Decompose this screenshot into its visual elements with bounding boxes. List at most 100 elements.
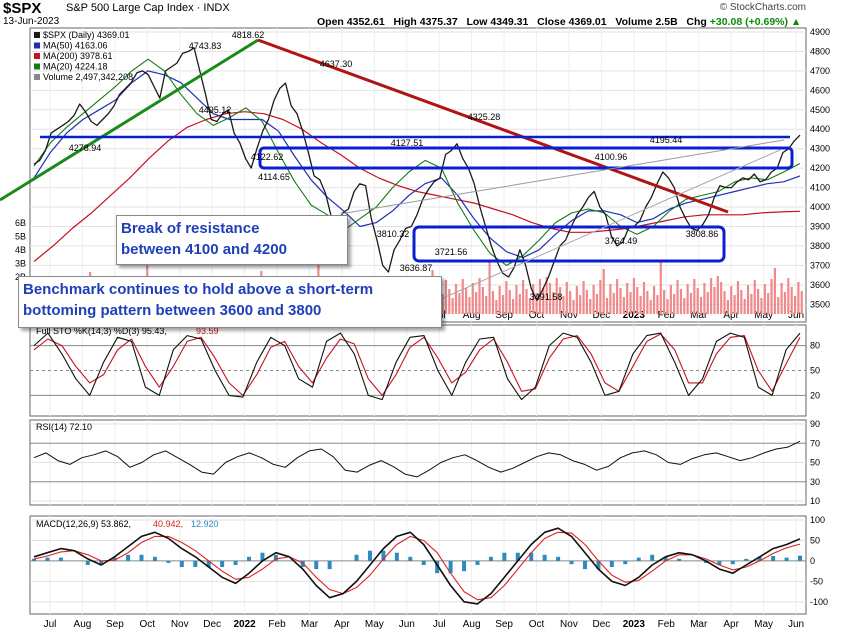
macd-histogram [32, 550, 802, 574]
volume-bar [656, 295, 659, 314]
macd-histogram-bar [408, 556, 413, 561]
volume-bar [673, 294, 676, 314]
low-value: 4349.31 [490, 16, 529, 28]
macd-histogram-bar [515, 552, 520, 561]
volume-bar [525, 289, 528, 314]
macd-y-tick-label: 50 [810, 535, 820, 545]
volume-bar [548, 283, 552, 314]
legend-entry: MA(200) 3978.61 [43, 51, 113, 61]
volume-bar [582, 281, 585, 314]
price-annotation-label: 4100.96 [595, 152, 628, 162]
price-line [33, 47, 801, 302]
macd-histogram-bar [542, 554, 547, 561]
volume-bar [800, 291, 803, 314]
volume-bar [518, 294, 521, 314]
macd-histogram-bar [502, 552, 507, 561]
volume-bar [636, 287, 639, 314]
macd-signal-value: 40.942, [153, 519, 183, 529]
volume-bar [555, 278, 558, 314]
volume-bar [471, 283, 474, 314]
legend-entry: MA(50) 4163.06 [43, 41, 108, 51]
volume-value: 2.5B [655, 16, 678, 28]
chg-label: Chg [686, 16, 707, 28]
volume-bar [663, 290, 666, 314]
uptrend-line [0, 38, 259, 202]
main-y-tick-label: 3600 [810, 280, 830, 290]
price-annotation-label: 3810.32 [377, 229, 410, 239]
price-annotation-label: 4325.28 [468, 112, 501, 122]
volume-bar [562, 296, 565, 314]
x-axis-month-label: Mar [690, 619, 708, 630]
volume-bar [783, 292, 787, 314]
volume-bar [538, 279, 542, 314]
annotation-2-line-2: bottoming pattern between 3600 and 3800 [23, 302, 322, 319]
volume-bar [592, 285, 595, 314]
volume-bar [716, 276, 719, 314]
volume-bar [642, 282, 646, 314]
x-axis-month-label: 2023 [623, 619, 646, 630]
x-axis-month-label: Nov [171, 619, 189, 630]
volume-bar [750, 294, 753, 314]
volume-bar [767, 293, 770, 314]
price-annotation-label: 3636.87 [400, 263, 433, 273]
volume-bar [676, 280, 679, 314]
main-y-tick-label: 3800 [810, 241, 830, 251]
macd-histogram-bar [623, 560, 628, 565]
volume-bar [491, 291, 495, 314]
main-y-tick-label: 4100 [810, 183, 830, 193]
macd-histogram-bar [596, 560, 601, 570]
volume-bar [666, 299, 669, 314]
macd-label: MACD(12,26,9) 53.862, [36, 519, 131, 529]
legend-swatch [34, 32, 40, 38]
main-y-tick-label: 4200 [810, 163, 830, 173]
volume-bar [780, 283, 783, 314]
macd-histogram-bar [126, 554, 131, 561]
chg-value: +30.08 (+0.69%) [709, 16, 788, 28]
rsi-y-tick-label: 50 [810, 458, 820, 468]
main-month-label: Apr [723, 310, 739, 321]
volume-bar [632, 278, 636, 314]
volume-bar [498, 286, 501, 314]
high-label: High [393, 16, 417, 28]
volume-bar [616, 279, 619, 314]
volume-bar [458, 293, 461, 314]
volume-bar [599, 280, 602, 314]
volume-bar [753, 280, 756, 314]
x-axis-month-label: Dec [203, 619, 221, 630]
macd-histogram-bar [650, 554, 655, 561]
macd-histogram-bar [744, 558, 749, 561]
volume-bar [485, 296, 488, 314]
ma20-line [33, 58, 801, 266]
sto-k-line [33, 332, 801, 401]
x-axis-month-label: Jul [44, 619, 57, 630]
price-annotation-label: 4637.30 [320, 59, 353, 69]
volume-bar [629, 292, 632, 314]
macd-histogram-bar [677, 558, 682, 561]
legend-swatch [34, 53, 40, 59]
x-axis-month-label: May [365, 619, 384, 630]
volume-bar [495, 300, 498, 314]
macd-histogram-bar [354, 554, 359, 561]
volume-bar [468, 297, 471, 314]
macd-histogram-bar [32, 558, 36, 561]
volume-bar [683, 298, 686, 314]
legend-entry: MA(20) 4224.18 [43, 62, 108, 72]
volume-bar [511, 299, 515, 314]
price-annotation-label: 4743.83 [189, 41, 222, 51]
macd-histogram-bar [166, 560, 171, 563]
main-y-tick-label: 4600 [810, 85, 830, 95]
legend-entry: Volume 2,497,342,208 [43, 72, 133, 82]
volume-bar [652, 286, 656, 314]
macd-y-tick-label: 100 [810, 515, 825, 525]
volume-bar [619, 288, 622, 314]
volume-bar [689, 293, 693, 314]
x-axis-month-label: Feb [268, 619, 286, 630]
volume-bar [730, 286, 733, 314]
main-month-label: Sep [495, 310, 513, 321]
volume-bar [605, 298, 609, 314]
volume-bar [535, 293, 538, 314]
volume-bar [612, 293, 615, 314]
volume-bar [505, 281, 508, 314]
volume-bar [649, 300, 652, 314]
volume-bar [790, 287, 793, 314]
